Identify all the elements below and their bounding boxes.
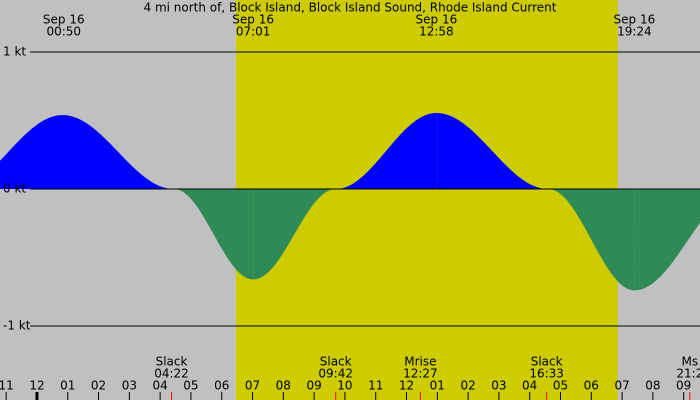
x-tick-label: 04 (522, 379, 537, 393)
x-tick-label: 01 (60, 379, 75, 393)
current-area (548, 189, 635, 291)
peak-time: 12:58 (419, 25, 454, 39)
current-area (173, 189, 254, 280)
event-time: 21:2 (676, 367, 700, 381)
peak-date: Sep 16 (232, 13, 274, 27)
current-area (335, 113, 437, 190)
event-label: Mrise (404, 355, 436, 369)
y-tick-label: -1 kt (3, 319, 31, 333)
peak-date: Sep 16 (416, 13, 458, 27)
event-label: Slack (156, 355, 188, 369)
x-tick-label: 09 (676, 379, 691, 393)
x-tick-label: 04 (153, 379, 168, 393)
peak-time: 00:50 (46, 25, 81, 39)
y-tick-label: 1 kt (3, 45, 26, 59)
event-time: 09:42 (318, 367, 353, 381)
event-label: Ms (682, 355, 699, 369)
x-tick-label: 11 (368, 379, 383, 393)
event-time: 12:27 (403, 367, 438, 381)
x-tick-label: 12 (399, 379, 414, 393)
current-area (436, 113, 549, 190)
x-tick-label: 09 (306, 379, 321, 393)
x-tick-label: 02 (91, 379, 106, 393)
x-tick-label: 12 (29, 379, 44, 393)
x-tick-label: 01 (430, 379, 445, 393)
x-tick-label: 08 (276, 379, 291, 393)
x-tick-label: 07 (245, 379, 260, 393)
chart-title: 4 mi north of, Block Island, Block Islan… (144, 1, 557, 15)
x-tick-label: 08 (645, 379, 660, 393)
x-tick-label: 06 (214, 379, 229, 393)
x-tick-label: 06 (584, 379, 599, 393)
x-tick-label: 07 (614, 379, 629, 393)
event-label: Slack (320, 355, 352, 369)
event-time: 16:33 (529, 367, 564, 381)
x-tick-label: 10 (337, 379, 352, 393)
y-tick-label: 0 kt (3, 182, 26, 196)
peak-time: 07:01 (236, 25, 271, 39)
event-label: Slack (531, 355, 563, 369)
x-tick-label: 05 (183, 379, 198, 393)
x-tick-label: 02 (460, 379, 475, 393)
x-tick-label: 03 (122, 379, 137, 393)
peak-date: Sep 16 (43, 13, 85, 27)
current-area (634, 189, 700, 291)
x-tick-label: 03 (491, 379, 506, 393)
peak-date: Sep 16 (614, 13, 656, 27)
current-area (62, 115, 175, 190)
x-tick-label: 05 (553, 379, 568, 393)
current-area (253, 189, 336, 280)
event-time: 04:22 (154, 367, 189, 381)
peak-time: 19:24 (617, 25, 652, 39)
current-area (0, 115, 63, 190)
x-tick-label: 11 (0, 379, 14, 393)
